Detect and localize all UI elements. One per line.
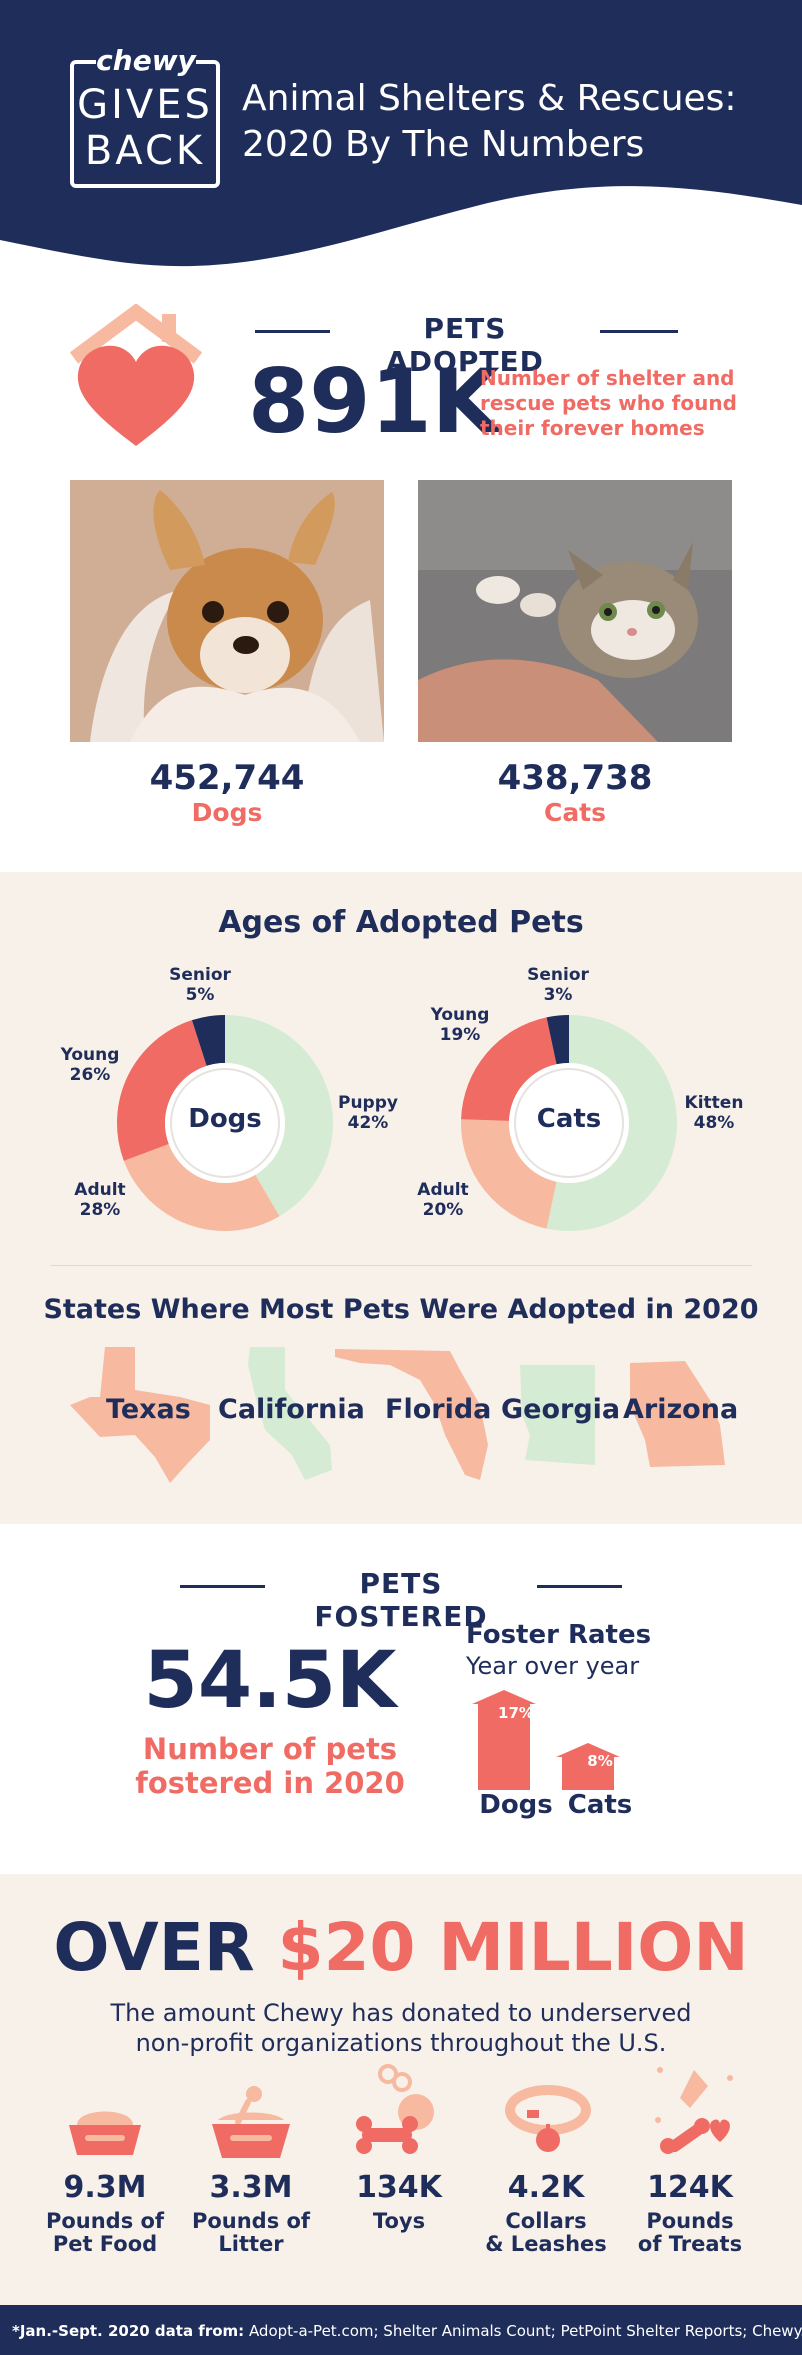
dogs-donut-center-label: Dogs (188, 1104, 262, 1134)
litter-box-icon (212, 2086, 290, 2158)
cats-age-donut (461, 1015, 678, 1231)
page-title-line2: 2020 By The Numbers (242, 124, 645, 165)
dogs-adult-label: Adult 28% (74, 1180, 126, 1220)
cats-adopted-label: Cats (543, 798, 607, 827)
toys-label: Toys (372, 2209, 426, 2233)
cats-donut-center-label: Cats (536, 1104, 602, 1134)
georgia-shape (520, 1365, 595, 1465)
page-title: Animal Shelters & Rescues: 2020 By The N… (242, 76, 782, 168)
litter-value: 3.3M (209, 2170, 293, 2205)
states-heading: States Where Most Pets Were Adopted in 2… (43, 1294, 759, 1325)
foster-rates-title: Foster Rates (466, 1620, 652, 1650)
dogs-senior-segment (191, 1015, 225, 1066)
pet-food-bowl-icon (69, 2111, 141, 2155)
litter-label: Pounds of Litter (191, 2209, 311, 2256)
pets-adopted-description: Number of shelter and rescue pets who fo… (480, 366, 737, 440)
toys-icon (356, 2064, 434, 2154)
collars-value: 4.2K (507, 2170, 585, 2205)
cats-kitten-label: Kitten 48% (684, 1093, 744, 1133)
cats-senior-label: Senior 3% (527, 965, 589, 1005)
heading-rule-right (600, 330, 678, 333)
donation-headline-amount: $20 MILLION (277, 1909, 749, 1986)
logo-brand: chewy (96, 44, 196, 77)
dogs-donut-inner-ring (170, 1068, 280, 1178)
fostered-rule-left (180, 1585, 265, 1588)
dogs-puppy-label: Puppy 42% (338, 1093, 398, 1133)
pet-food-value: 9.3M (63, 2170, 147, 2205)
cats-adult-label: Adult 20% (417, 1180, 469, 1220)
dogs-adult-segment (123, 1144, 280, 1231)
state-california: California (218, 1394, 365, 1425)
state-texas: Texas (106, 1394, 191, 1425)
header-wave-background (0, 0, 802, 267)
dogs-foster-label: Dogs (479, 1790, 553, 1820)
state-florida: Florida (385, 1394, 492, 1425)
pets-adopted-heading: PETS ADOPTED (386, 312, 544, 378)
dogs-young-label: Young 26% (60, 1045, 120, 1085)
collar-icon (505, 2085, 591, 2152)
texas-shape (70, 1347, 210, 1483)
pets-fostered-total: 54.5K (143, 1636, 397, 1726)
dog-photo (70, 480, 384, 742)
footer-sources: *Jan.-Sept. 2020 data from: Adopt-a-Pet.… (0, 2305, 802, 2355)
treats-icon (655, 2067, 733, 2154)
foster-rates-subtitle: Year over year (466, 1652, 640, 1680)
state-arizona: Arizona (623, 1394, 739, 1425)
cats-young-label: Young 19% (430, 1005, 490, 1045)
donation-headline-over: OVER (53, 1909, 255, 1986)
cats-kitten-segment (546, 1015, 678, 1231)
treats-value: 124K (647, 2170, 733, 2205)
page-title-line1: Animal Shelters & Rescues: (242, 78, 737, 119)
dogs-adopted-label: Dogs (191, 798, 263, 827)
dogs-senior-label: Senior 5% (169, 965, 231, 1005)
california-shape (248, 1347, 332, 1480)
footer-source-prefix: *Jan.-Sept. 2020 data from: (12, 2322, 245, 2340)
toys-value: 134K (356, 2170, 442, 2205)
cats-adult-segment (461, 1119, 557, 1229)
heading-rule-left (255, 330, 330, 333)
cats-foster-label: Cats (567, 1790, 633, 1820)
dogs-adopted-count: 452,744 (149, 758, 305, 798)
pet-food-label: Pounds of Pet Food (45, 2209, 165, 2256)
dogs-young-segment (117, 1020, 207, 1161)
foster-rates-chart (472, 1690, 620, 1790)
footer-source-list: Adopt-a-Pet.com; Shelter Animals Count; … (248, 2322, 802, 2340)
cats-donut-inner-ring (514, 1068, 624, 1178)
cats-adopted-count: 438,738 (497, 758, 653, 798)
cats-senior-segment (546, 1015, 569, 1065)
cat-photo (418, 480, 732, 742)
state-map-shapes (70, 1347, 725, 1483)
arizona-shape (630, 1361, 725, 1467)
florida-shape (335, 1349, 488, 1480)
header-banner: chewy GIVES BACK Animal Shelters & Rescu… (0, 0, 802, 285)
house-heart-icon (69, 304, 203, 446)
treats-label: Pounds of Treats (637, 2209, 743, 2256)
cats-foster-rate-value: 8% (587, 1752, 613, 1770)
pets-fostered-heading: PETS FOSTERED (314, 1567, 488, 1633)
pets-adopted-total: 891K (248, 350, 500, 453)
fostered-rule-right (537, 1585, 622, 1588)
donation-headline: OVER $20 MILLION (0, 1910, 802, 1986)
collars-label: Collars & Leashes (485, 2209, 607, 2256)
dogs-age-donut (117, 1015, 333, 1231)
dogs-foster-bar (472, 1690, 536, 1790)
section-divider (50, 1265, 752, 1266)
dogs-foster-rate-value: 17% (498, 1704, 534, 1722)
dogs-puppy-segment (225, 1015, 333, 1217)
donation-description: The amount Chewy has donated to underser… (110, 1999, 692, 2057)
cats-donut-hole (509, 1063, 629, 1183)
pets-fostered-description: Number of pets fostered in 2020 (135, 1732, 405, 1800)
dogs-donut-hole (165, 1063, 285, 1183)
cats-young-segment (461, 1017, 557, 1121)
ages-heading: Ages of Adopted Pets (218, 905, 584, 940)
logo-line-gives: GIVES (77, 82, 213, 128)
cats-foster-bar (556, 1742, 620, 1790)
state-georgia: Georgia (501, 1394, 621, 1425)
logo-line-back: BACK (84, 128, 206, 174)
